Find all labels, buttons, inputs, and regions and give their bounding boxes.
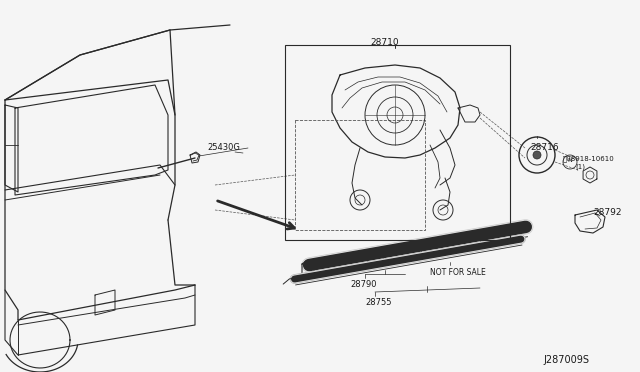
Text: N: N — [567, 158, 572, 163]
Text: J287009S: J287009S — [543, 355, 589, 365]
Text: 28790: 28790 — [350, 280, 376, 289]
Text: 28710: 28710 — [370, 38, 399, 47]
Text: 28792: 28792 — [593, 208, 621, 217]
Circle shape — [533, 151, 541, 159]
Text: 28755: 28755 — [365, 298, 392, 307]
Bar — [285, 45, 510, 240]
Text: 25430G: 25430G — [207, 143, 240, 152]
Text: ⓝ08918-10610: ⓝ08918-10610 — [563, 155, 615, 161]
Text: (1): (1) — [575, 163, 585, 170]
Text: 28716: 28716 — [530, 143, 559, 152]
Bar — [295, 120, 425, 230]
Text: NOT FOR SALE: NOT FOR SALE — [430, 268, 486, 277]
